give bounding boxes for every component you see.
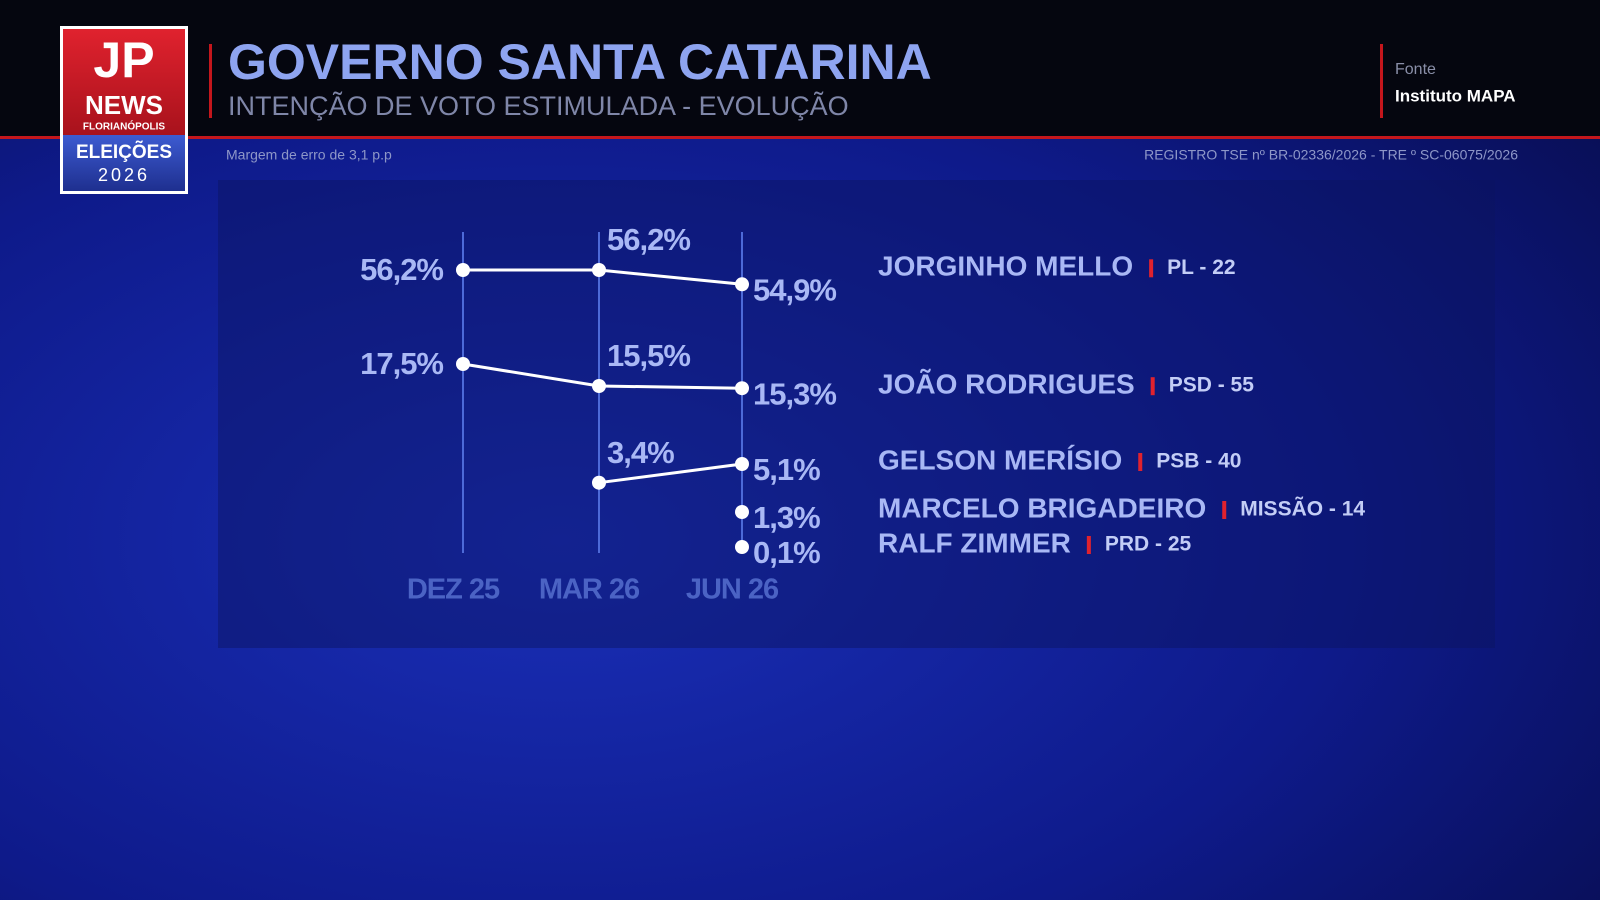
source-label: Fonte — [1395, 61, 1436, 78]
header-band — [0, 0, 1600, 137]
party-label: PSB - 40 — [1156, 450, 1241, 473]
party-label: MISSÃO - 14 — [1240, 498, 1365, 521]
value-label: 15,3% — [753, 376, 836, 411]
header-rule — [0, 136, 1600, 139]
party-divider — [1086, 536, 1091, 554]
value-label: 5,1% — [753, 452, 820, 487]
candidate-name: JORGINHO MELLO — [878, 251, 1133, 282]
data-point — [735, 505, 749, 519]
data-point — [592, 379, 606, 393]
value-label: 54,9% — [753, 272, 836, 307]
chart-panel — [218, 180, 1495, 648]
source: Instituto MAPA — [1395, 86, 1516, 105]
value-label: 15,5% — [607, 338, 690, 373]
party-label: PL - 22 — [1167, 256, 1235, 279]
x-tick-label: DEZ 25 — [407, 574, 500, 606]
data-point — [592, 475, 606, 490]
registry: REGISTRO TSE nº BR-02336/2026 - TRE º SC… — [1144, 147, 1518, 163]
data-point — [735, 277, 749, 292]
logo-year: 2026 — [98, 165, 150, 185]
chart-title: GOVERNO SANTA CATARINA — [228, 34, 932, 90]
party-label: PSD - 55 — [1169, 374, 1255, 397]
party-divider — [1222, 501, 1227, 519]
candidate-name: MARCELO BRIGADEIRO — [878, 492, 1206, 523]
logo-mark: JP — [93, 32, 154, 88]
logo-bottom — [63, 135, 185, 191]
data-point — [456, 263, 470, 277]
series-line — [598, 462, 743, 485]
logo: JP NEWS FLORIANÓPOLIS ELEIÇÕES 2026 — [60, 26, 188, 194]
logo-top — [63, 29, 185, 135]
value-label: 56,2% — [607, 222, 690, 257]
party-label: PRD - 25 — [1105, 533, 1192, 556]
logo-event: ELEIÇÕES — [76, 141, 172, 163]
value-label: 3,4% — [607, 435, 674, 470]
data-point — [735, 540, 749, 554]
party-divider — [1149, 259, 1154, 278]
x-tick-label: MAR 26 — [539, 574, 640, 606]
chart-subtitle: INTENÇÃO DE VOTO ESTIMULADA - EVOLUÇÃO — [228, 90, 849, 121]
value-label: 56,2% — [360, 252, 443, 287]
logo-city: FLORIANÓPOLIS — [83, 120, 166, 133]
logo-brand: NEWS — [85, 90, 163, 120]
margin-of-error: Margem de erro de 3,1 p.p — [226, 147, 392, 163]
data-point — [592, 263, 606, 277]
x-tick-label: JUN 26 — [686, 574, 779, 606]
data-point — [735, 381, 749, 396]
party-divider — [1150, 377, 1155, 396]
candidate-name: GELSON MERÍSIO — [878, 444, 1122, 475]
value-label: 1,3% — [753, 500, 820, 535]
data-point — [456, 357, 470, 371]
title-divider — [209, 44, 212, 118]
source-divider — [1380, 44, 1383, 118]
data-point — [735, 457, 749, 471]
party-divider — [1138, 453, 1143, 471]
value-label: 0,1% — [753, 535, 820, 570]
candidate-name: JOÃO RODRIGUES — [878, 369, 1135, 400]
candidate-name: RALF ZIMMER — [878, 527, 1071, 558]
value-label: 17,5% — [360, 346, 443, 381]
